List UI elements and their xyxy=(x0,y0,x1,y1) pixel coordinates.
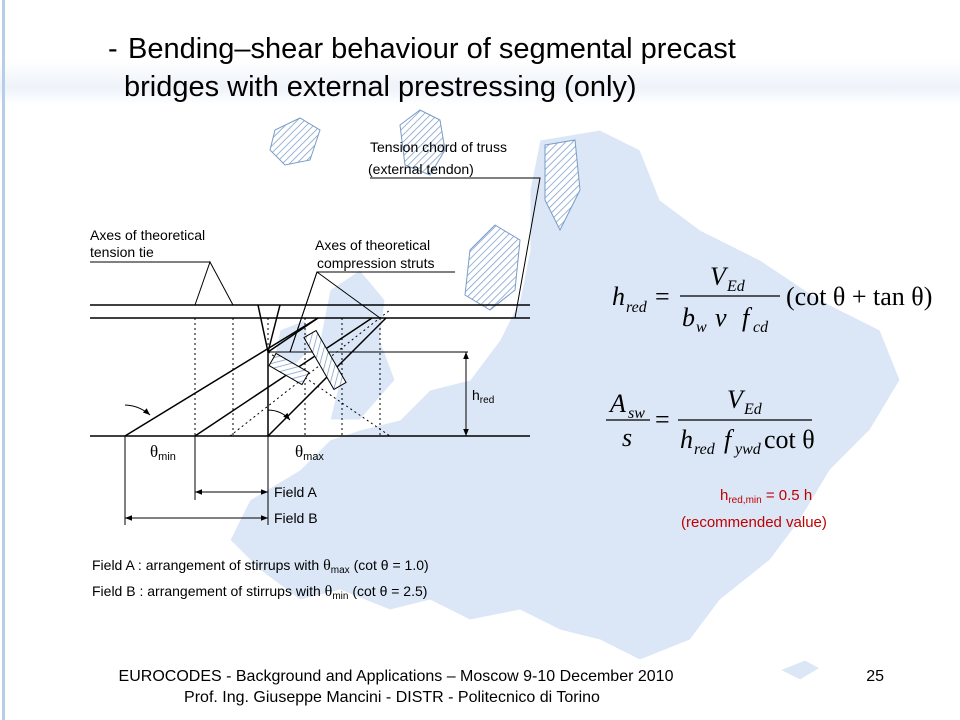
shape xyxy=(289,271,318,353)
shape xyxy=(267,317,319,353)
shape xyxy=(229,129,901,661)
shape xyxy=(268,352,310,386)
sub: Ed xyxy=(726,278,746,295)
sub: max xyxy=(303,451,324,463)
note-line: hred,min = 0.5 h xyxy=(720,487,812,506)
legend-b: Field B : arrangement of stirrups with θ… xyxy=(92,583,427,602)
shape xyxy=(370,177,541,319)
theta: θ xyxy=(325,583,333,600)
shape xyxy=(778,659,822,681)
h: h xyxy=(612,282,625,311)
text: = 0.5 h xyxy=(762,487,812,504)
text: Field A : arrangement of stirrups with xyxy=(92,557,323,573)
chord-label: Tension chord of truss xyxy=(370,139,507,155)
strut-label: compression struts xyxy=(317,255,434,271)
theta: θ xyxy=(295,442,303,461)
nu: ν xyxy=(715,303,727,332)
h: h xyxy=(680,425,693,454)
theta: θ xyxy=(150,442,158,461)
strut-label: Axes of theoretical xyxy=(315,237,430,253)
title-line: bridges with external prestressing (only… xyxy=(124,71,637,103)
shape xyxy=(269,117,321,166)
field-a: Field A xyxy=(274,484,317,500)
note-line: (recommended value) xyxy=(681,514,827,531)
shape xyxy=(194,317,373,437)
sub: red,min xyxy=(728,495,761,506)
sub: cd xyxy=(753,319,769,336)
tie-label: tension tie xyxy=(90,244,154,260)
sub: w xyxy=(696,319,707,336)
text: Field B : arrangement of stirrups with xyxy=(92,583,325,599)
f: f xyxy=(724,425,735,454)
sub: red xyxy=(626,299,648,316)
tie-label: Axes of theoretical xyxy=(90,227,205,243)
h: h xyxy=(720,487,728,504)
shape xyxy=(229,309,391,437)
text: (cot θ = 1.0) xyxy=(350,557,429,573)
b: b xyxy=(682,303,695,332)
title: - Bending–shear behaviour of segmental p… xyxy=(108,33,736,103)
footer-line: EUROCODES - Background and Applications … xyxy=(119,668,674,685)
footer-line: Prof. Ing. Giuseppe Mancini - DISTR - Po… xyxy=(184,689,600,706)
title-dash: - xyxy=(108,33,118,65)
shape xyxy=(124,404,151,416)
text: (cot θ = 2.5) xyxy=(348,583,427,599)
page-number: 25 xyxy=(866,668,884,685)
map xyxy=(229,109,901,681)
sub: sw xyxy=(628,405,645,422)
sub: red xyxy=(694,441,716,458)
h-red-label: hred xyxy=(472,387,494,406)
formula-1: h red = V Ed b w ν f cd (cot θ + tan θ) xyxy=(612,262,932,336)
truss xyxy=(90,177,541,525)
formula-2: A sw s = V Ed h red f ywd cot θ xyxy=(606,385,815,458)
sub: ywd xyxy=(733,441,762,458)
eq: = xyxy=(655,282,670,311)
shape xyxy=(544,139,581,232)
tail: (cot θ + tan θ) xyxy=(786,282,932,311)
sub: Ed xyxy=(743,401,763,418)
h: h xyxy=(472,387,480,403)
shape xyxy=(464,224,521,311)
f: f xyxy=(742,303,753,332)
field-b: Field B xyxy=(274,510,318,526)
eq: = xyxy=(655,405,670,434)
sub: max xyxy=(331,565,350,576)
theta-max: θmax xyxy=(295,442,324,463)
shape xyxy=(124,317,319,437)
s: s xyxy=(622,423,632,452)
v: V xyxy=(727,385,746,414)
theta: θ xyxy=(323,557,331,574)
note: hred,min = 0.5 h (recommended value) xyxy=(681,487,827,531)
theta-min: θmin xyxy=(150,442,176,463)
diagram-labels: Tension chord of truss (external tendon)… xyxy=(90,139,507,602)
chord-label: (external tendon) xyxy=(368,161,474,177)
sub: min xyxy=(158,451,176,463)
a: A xyxy=(608,389,626,418)
footer: EUROCODES - Background and Applications … xyxy=(119,668,885,706)
sub: red xyxy=(480,395,494,406)
sub: min xyxy=(332,591,348,602)
v: V xyxy=(710,262,729,291)
shape xyxy=(267,409,291,421)
shape xyxy=(399,109,446,176)
title-line: Bending–shear behaviour of segmental pre… xyxy=(128,33,736,65)
cot: cot θ xyxy=(764,425,815,454)
legend-a: Field A : arrangement of stirrups with θ… xyxy=(92,557,429,576)
left-rule xyxy=(2,0,5,720)
title-band xyxy=(0,60,960,105)
shape xyxy=(303,329,347,391)
